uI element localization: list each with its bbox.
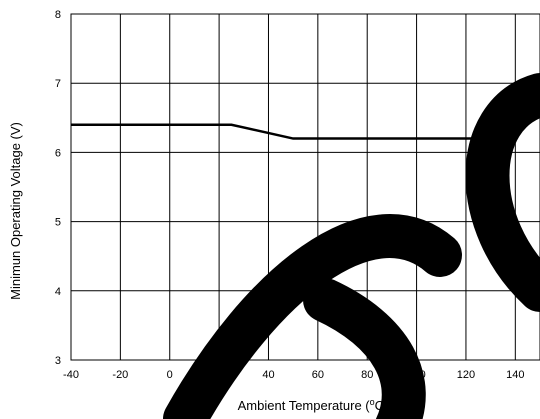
- x-tick-label: 40: [262, 369, 274, 381]
- y-tick-label: 8: [55, 9, 61, 21]
- watermark-left-stroke: [163, 214, 462, 419]
- series-group: [71, 109, 540, 140]
- y-tick-label: 4: [55, 286, 61, 298]
- y-tick-label: 5: [55, 217, 61, 229]
- x-tick-label: 140: [506, 369, 524, 381]
- y-tick-label: 7: [55, 78, 61, 90]
- y-axis-title: Minimun Operating Voltage (V): [8, 122, 23, 300]
- watermark-bottom-stroke: [303, 278, 426, 419]
- x-axis-title: Ambient Temperature (oC): [238, 397, 389, 413]
- watermark-right-stroke: [465, 73, 540, 312]
- x-tick-label: 60: [312, 369, 324, 381]
- y-axis-ticks: 3 4 5 6 7 8: [55, 9, 61, 367]
- series-line: [71, 109, 540, 140]
- plot-frame: [70, 13, 540, 361]
- x-tick-label: 80: [361, 369, 373, 381]
- y-tick-label: 6: [55, 147, 61, 159]
- x-tick-label: 0: [167, 369, 173, 381]
- x-tick-label: 120: [457, 369, 475, 381]
- y-tick-label: 3: [55, 355, 61, 367]
- x-tick-label: -40: [63, 369, 79, 381]
- x-tick-label: -20: [112, 369, 128, 381]
- x-axis-ticks: -40 -20 0 20 40 60 80 100 120 140: [63, 369, 524, 381]
- watermark: [163, 73, 540, 419]
